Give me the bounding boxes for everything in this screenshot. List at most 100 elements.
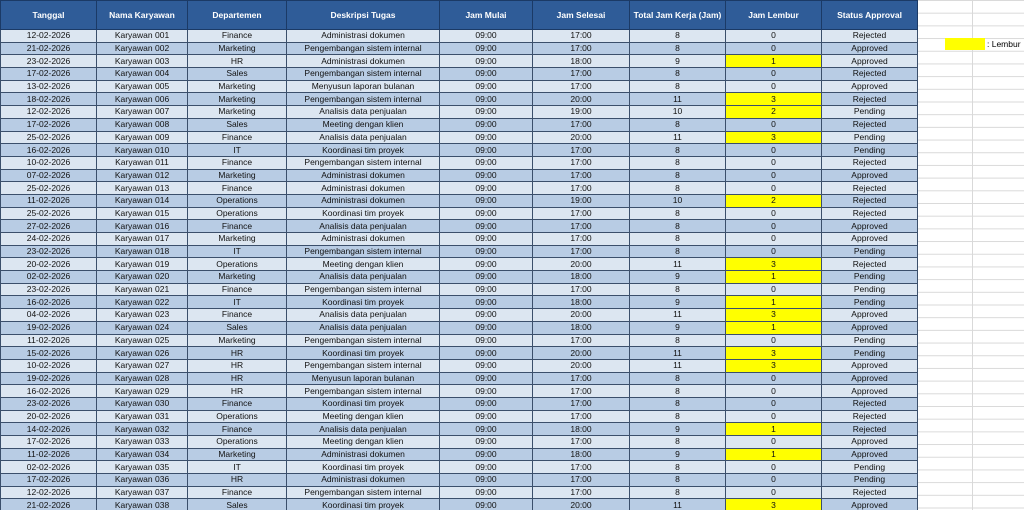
table-row: 12-02-2026 Karyawan 001 Finance Administras… (0, 29, 918, 43)
column-header: Status Approval (821, 0, 918, 30)
table-cell: 09:00 (439, 219, 533, 233)
table-cell: Pending (821, 270, 918, 284)
table-cell: 17:00 (532, 67, 630, 81)
table-cell: 09:00 (439, 447, 533, 462)
column-header: Total Jam Kerja (Jam) (629, 0, 726, 30)
table-cell: Marketing (187, 447, 287, 462)
table-cell: 09:00 (439, 79, 533, 94)
table-cell: 09:00 (439, 346, 533, 360)
table-cell: Administrasi dokumen (286, 181, 440, 195)
table-cell: 02-02-2026 (0, 270, 97, 284)
table-cell: 0 (725, 29, 822, 43)
table-row: 20-02-2026 Karyawan 031 Operations Meeting … (0, 409, 918, 424)
table-cell: Finance (187, 396, 287, 411)
table-cell: 09:00 (439, 409, 533, 424)
table-cell: 8 (629, 435, 726, 449)
table-cell: 17:00 (532, 181, 630, 195)
table-cell: Rejected (821, 29, 918, 43)
table-cell: Karyawan 017 (96, 232, 188, 246)
table-cell: Sales (187, 117, 287, 132)
table-cell: Karyawan 005 (96, 79, 188, 94)
table-cell: 8 (629, 282, 726, 297)
table-cell: Approved (821, 371, 918, 386)
table-cell: 17:00 (532, 79, 630, 94)
table-cell: HR (187, 346, 287, 360)
table-cell: 8 (629, 143, 726, 157)
table-cell: Analisis data penjualan (286, 130, 440, 145)
table-cell: 09:00 (439, 181, 533, 195)
table-cell: Finance (187, 485, 287, 500)
table-cell: Finance (187, 308, 287, 322)
table-cell: 09:00 (439, 422, 533, 436)
table-cell: 09:00 (439, 105, 533, 119)
table-cell: 09:00 (439, 193, 533, 208)
table-cell: 18:00 (532, 54, 630, 69)
table-row: 17-02-2026 Karyawan 004 Sales Pengembangan … (0, 67, 918, 81)
table-cell: 11 (629, 257, 726, 272)
table-cell: 17:00 (532, 206, 630, 221)
table-cell: Administrasi dokumen (286, 473, 440, 487)
table-cell: 10-02-2026 (0, 155, 97, 170)
table-cell: Pending (821, 130, 918, 145)
data-table: Tanggal Nama Karyawan Departemen Deskripsi … (0, 0, 918, 510)
table-cell: 10 (629, 193, 726, 208)
legend-label: : Lembur (987, 39, 1021, 49)
table-cell: 25-02-2026 (0, 181, 97, 195)
legend: : Lembur (945, 38, 1021, 50)
table-cell: 18:00 (532, 422, 630, 436)
table-row: 11-02-2026 Karyawan 014 Operations Administ… (0, 193, 918, 208)
table-cell: Pengembangan sistem internal (286, 282, 440, 297)
table-cell: 17:00 (532, 244, 630, 259)
table-row: 23-02-2026 Karyawan 003 HR Administrasi dok… (0, 54, 918, 69)
table-cell: 3 (725, 358, 822, 373)
table-cell: 18:00 (532, 447, 630, 462)
table-cell: 09:00 (439, 168, 533, 183)
table-cell: 8 (629, 460, 726, 475)
table-cell: 17:00 (532, 384, 630, 398)
table-cell: Karyawan 031 (96, 409, 188, 424)
table-cell: Approved (821, 232, 918, 246)
table-cell: IT (187, 244, 287, 259)
table-cell: 8 (629, 117, 726, 132)
table-cell: 17:00 (532, 409, 630, 424)
table-cell: 8 (629, 409, 726, 424)
table-cell: Marketing (187, 105, 287, 119)
table-cell: Finance (187, 282, 287, 297)
table-row: 04-02-2026 Karyawan 023 Finance Analisis da… (0, 308, 918, 322)
table-row: 07-02-2026 Karyawan 012 Marketing Administr… (0, 168, 918, 183)
table-cell: Karyawan 027 (96, 358, 188, 373)
table-cell: 8 (629, 333, 726, 348)
table-cell: Karyawan 035 (96, 460, 188, 475)
table-cell: Karyawan 021 (96, 282, 188, 297)
table-cell: 0 (725, 117, 822, 132)
table-cell: Administrasi dokumen (286, 232, 440, 246)
table-cell: 09:00 (439, 232, 533, 246)
table-cell: 07-02-2026 (0, 168, 97, 183)
table-cell: 0 (725, 384, 822, 398)
table-cell: 25-02-2026 (0, 130, 97, 145)
table-cell: 8 (629, 41, 726, 56)
table-cell: 9 (629, 320, 726, 335)
table-cell: Karyawan 023 (96, 308, 188, 322)
table-cell: 0 (725, 371, 822, 386)
table-row: 17-02-2026 Karyawan 008 Sales Meeting denga… (0, 117, 918, 132)
table-cell: 8 (629, 232, 726, 246)
table-cell: HR (187, 358, 287, 373)
table-cell: 8 (629, 155, 726, 170)
table-cell: 17:00 (532, 29, 630, 43)
table-cell: Operations (187, 435, 287, 449)
table-cell: 18-02-2026 (0, 92, 97, 107)
table-cell: 17:00 (532, 473, 630, 487)
table-cell: 23-02-2026 (0, 244, 97, 259)
table-cell: 8 (629, 473, 726, 487)
table-cell: Approved (821, 435, 918, 449)
table-cell: 1 (725, 320, 822, 335)
table-cell: 12-02-2026 (0, 105, 97, 119)
table-cell: 09:00 (439, 320, 533, 335)
table-cell: Finance (187, 155, 287, 170)
table-cell: 8 (629, 485, 726, 500)
table-cell: 16-02-2026 (0, 384, 97, 398)
table-cell: 0 (725, 206, 822, 221)
table-cell: Karyawan 014 (96, 193, 188, 208)
